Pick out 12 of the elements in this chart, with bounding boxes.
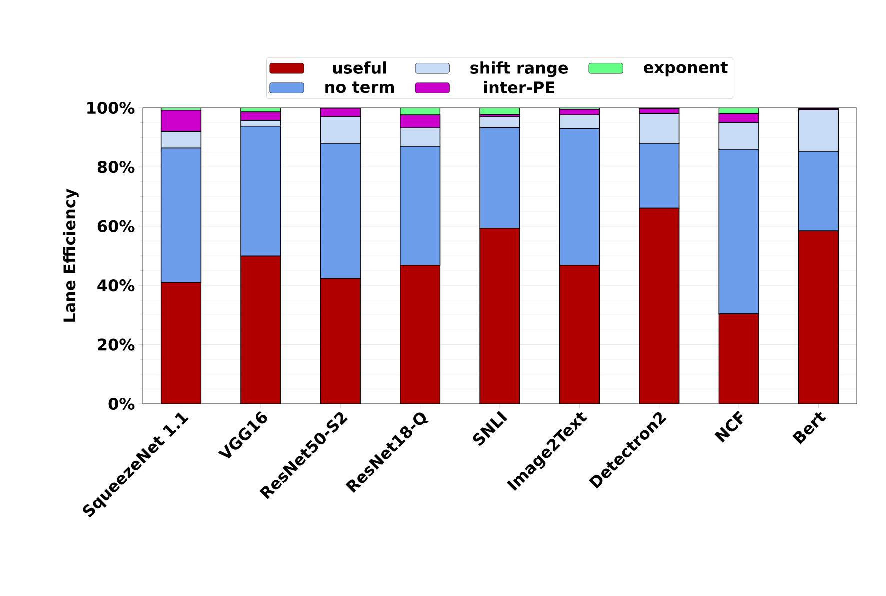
legend-label: exponent [644, 62, 728, 77]
y-tick-label: 40% [98, 280, 135, 292]
y-tick-label: 60% [98, 220, 135, 232]
legend-label: no term [326, 82, 394, 94]
y-axis-title: Lane Efficiency [63, 188, 79, 322]
y-tick-label: 100% [88, 102, 135, 114]
y-tick-label: 20% [98, 338, 135, 351]
legend-label: inter-PE [484, 81, 554, 94]
legend-label: useful [333, 62, 386, 74]
legend-label: shift range [470, 62, 568, 78]
y-tick-label: 0% [108, 398, 135, 410]
y-tick-label: 80% [98, 161, 135, 174]
